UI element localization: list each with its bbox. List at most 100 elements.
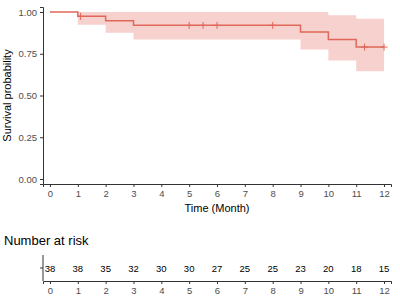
risk-table-x-tick-mark bbox=[78, 281, 79, 284]
risk-table-x-tick-mark bbox=[384, 281, 385, 284]
plot-area bbox=[50, 12, 388, 71]
x-tick-mark bbox=[189, 184, 190, 187]
x-tick-mark bbox=[106, 184, 107, 187]
x-tick-label: 3 bbox=[131, 188, 136, 199]
risk-table-x-tick-label: 1 bbox=[76, 285, 81, 296]
x-tick-mark bbox=[78, 184, 79, 187]
risk-table-title: Number at risk bbox=[4, 233, 89, 248]
chart: 0.000.250.500.751.000123456789101112Time… bbox=[0, 0, 400, 307]
x-tick-mark bbox=[245, 184, 246, 187]
risk-table-x-tick: 6 bbox=[215, 281, 220, 296]
risk-table-x-axis: 0123456789101112 bbox=[44, 281, 392, 296]
censor-mark bbox=[381, 44, 388, 51]
risk-count: 18 bbox=[351, 263, 362, 274]
y-tick: 0.00 bbox=[19, 174, 44, 185]
risk-table-x-tick-label: 11 bbox=[352, 285, 362, 296]
censor-mark-v bbox=[80, 13, 81, 20]
y-tick-label: 0.25 bbox=[19, 132, 38, 143]
risk-table-x-tick: 7 bbox=[243, 281, 248, 296]
risk-table-x-tick-label: 7 bbox=[243, 285, 248, 296]
risk-table-x-tick: 8 bbox=[271, 281, 276, 296]
risk-table-x-tick-mark bbox=[133, 281, 134, 284]
y-tick-mark bbox=[40, 179, 43, 180]
censor-mark-v bbox=[203, 22, 204, 29]
risk-table-x-tick-mark bbox=[106, 281, 107, 284]
x-tick-mark bbox=[328, 184, 329, 187]
x-tick: 10 bbox=[324, 184, 335, 199]
x-tick-label: 9 bbox=[298, 188, 303, 199]
x-tick: 12 bbox=[379, 184, 390, 199]
x-tick-mark bbox=[301, 184, 302, 187]
censor-mark-v bbox=[364, 44, 365, 51]
survival-line bbox=[50, 12, 384, 47]
y-tick-label: 0.00 bbox=[19, 174, 38, 185]
risk-count: 30 bbox=[156, 263, 167, 274]
censor-mark bbox=[361, 44, 368, 51]
risk-table-x-tick-mark bbox=[273, 281, 274, 284]
x-tick-mark bbox=[356, 184, 357, 187]
risk-count: 38 bbox=[45, 263, 56, 274]
risk-table-x-tick-label: 8 bbox=[271, 285, 276, 296]
x-tick-mark bbox=[133, 184, 134, 187]
x-tick-label: 5 bbox=[187, 188, 192, 199]
censor-mark bbox=[186, 22, 193, 29]
x-axis: 0123456789101112 bbox=[44, 184, 392, 199]
x-tick-label: 4 bbox=[159, 188, 164, 199]
x-tick: 3 bbox=[131, 184, 136, 199]
risk-table-x-tick: 3 bbox=[131, 281, 136, 296]
x-tick-label: 8 bbox=[271, 188, 276, 199]
x-tick-label: 12 bbox=[379, 188, 390, 199]
risk-table-x-tick: 2 bbox=[103, 281, 108, 296]
censor-mark-v bbox=[272, 22, 273, 29]
y-tick-mark bbox=[40, 12, 43, 13]
risk-count: 15 bbox=[379, 263, 390, 274]
risk-table-x-tick-mark bbox=[245, 281, 246, 284]
risk-count: 20 bbox=[323, 263, 334, 274]
y-tick-label: 0.50 bbox=[19, 90, 38, 101]
x-tick: 4 bbox=[159, 184, 164, 199]
risk-count: 25 bbox=[267, 263, 278, 274]
x-tick-mark bbox=[273, 184, 274, 187]
risk-table-x-tick-label: 2 bbox=[103, 285, 108, 296]
risk-table-x-tick-label: 10 bbox=[324, 285, 335, 296]
censor-mark-v bbox=[384, 44, 385, 51]
x-tick-label: 2 bbox=[103, 188, 108, 199]
y-tick-mark bbox=[40, 54, 43, 55]
risk-table-x-tick-label: 4 bbox=[159, 285, 164, 296]
y-tick: 0.50 bbox=[19, 90, 44, 101]
risk-table-y-tick bbox=[40, 268, 43, 269]
x-tick-mark bbox=[50, 184, 51, 187]
x-tick-label: 1 bbox=[76, 188, 81, 199]
x-tick: 8 bbox=[271, 184, 276, 199]
x-tick: 11 bbox=[352, 184, 362, 199]
x-tick-label: 0 bbox=[48, 188, 53, 199]
x-tick-mark bbox=[217, 184, 218, 187]
risk-table-x-tick-label: 5 bbox=[187, 285, 192, 296]
risk-table-x-axis-line bbox=[44, 282, 392, 285]
risk-table-x-tick-mark bbox=[217, 281, 218, 284]
x-tick: 7 bbox=[243, 184, 248, 199]
risk-table-x-tick: 5 bbox=[187, 281, 192, 296]
x-tick-label: 11 bbox=[352, 188, 362, 199]
risk-count: 23 bbox=[295, 263, 306, 274]
risk-table-x-tick-label: 12 bbox=[379, 285, 390, 296]
risk-count: 38 bbox=[73, 263, 84, 274]
x-axis-title: Time (Month) bbox=[185, 202, 250, 214]
confidence-band bbox=[50, 12, 384, 71]
risk-count: 25 bbox=[240, 263, 251, 274]
x-tick: 9 bbox=[298, 184, 303, 199]
risk-table-x-tick: 1 bbox=[76, 281, 81, 296]
x-axis-line bbox=[44, 185, 392, 188]
risk-table-x-tick-mark bbox=[328, 281, 329, 284]
x-tick: 1 bbox=[76, 184, 81, 199]
x-tick: 2 bbox=[103, 184, 108, 199]
risk-table-x-tick: 4 bbox=[159, 281, 164, 296]
risk-table-x-tick-label: 6 bbox=[215, 285, 220, 296]
y-tick: 0.25 bbox=[19, 132, 44, 143]
risk-table-x-tick: 10 bbox=[324, 281, 335, 296]
risk-table-x-tick: 0 bbox=[48, 281, 53, 296]
risk-table-x-tick: 12 bbox=[379, 281, 390, 296]
x-tick-label: 10 bbox=[324, 188, 335, 199]
risk-table-x-tick-label: 3 bbox=[131, 285, 136, 296]
risk-count: 35 bbox=[100, 263, 111, 274]
